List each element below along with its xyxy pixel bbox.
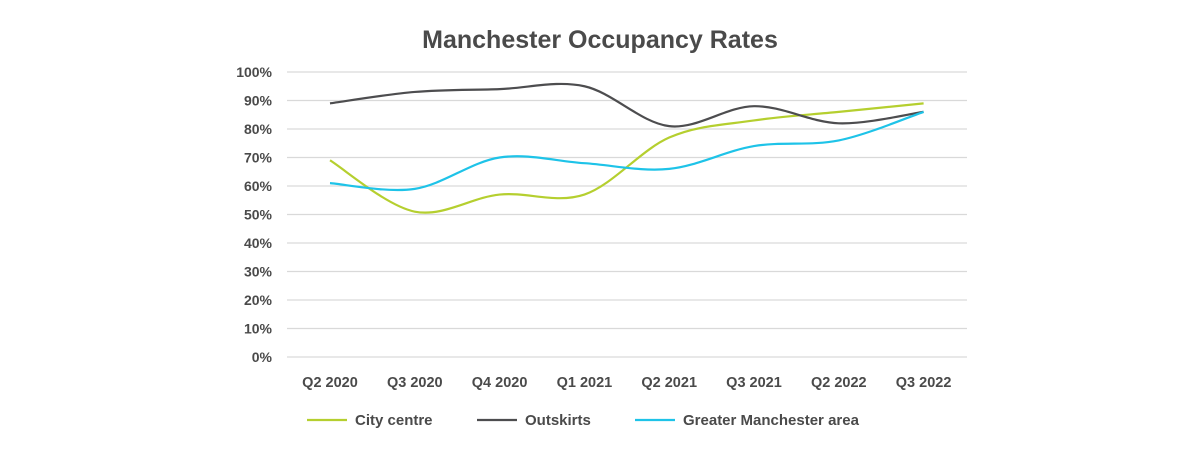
x-tick-label: Q4 2020 bbox=[472, 375, 528, 391]
y-tick-label: 70% bbox=[244, 150, 273, 166]
y-tick-label: 0% bbox=[252, 349, 273, 365]
x-tick-label: Q2 2020 bbox=[302, 375, 358, 391]
legend-label: Greater Manchester area bbox=[683, 412, 860, 429]
y-tick-label: 50% bbox=[244, 207, 273, 223]
y-tick-label: 80% bbox=[244, 121, 273, 137]
x-tick-label: Q2 2022 bbox=[811, 375, 867, 391]
legend-label: City centre bbox=[355, 412, 433, 429]
x-tick-label: Q2 2021 bbox=[641, 375, 697, 391]
y-tick-label: 90% bbox=[244, 93, 273, 109]
y-tick-label: 100% bbox=[236, 64, 272, 80]
series-line-greater-manchester-area bbox=[329, 110, 924, 192]
x-tick-label: Q3 2020 bbox=[387, 375, 443, 391]
y-tick-label: 20% bbox=[244, 292, 273, 308]
y-tick-label: 30% bbox=[244, 264, 273, 280]
y-tick-label: 10% bbox=[244, 321, 273, 337]
x-tick-label: Q1 2021 bbox=[557, 375, 613, 391]
legend-label: Outskirts bbox=[525, 412, 591, 429]
x-tick-label: Q3 2022 bbox=[896, 375, 952, 391]
y-tick-label: 40% bbox=[244, 235, 273, 251]
x-tick-label: Q3 2021 bbox=[726, 375, 782, 391]
y-tick-label: 60% bbox=[244, 178, 273, 194]
chart-title: Manchester Occupancy Rates bbox=[422, 26, 778, 54]
series-line-outskirts bbox=[329, 82, 924, 128]
series-line-city-centre bbox=[329, 102, 924, 214]
